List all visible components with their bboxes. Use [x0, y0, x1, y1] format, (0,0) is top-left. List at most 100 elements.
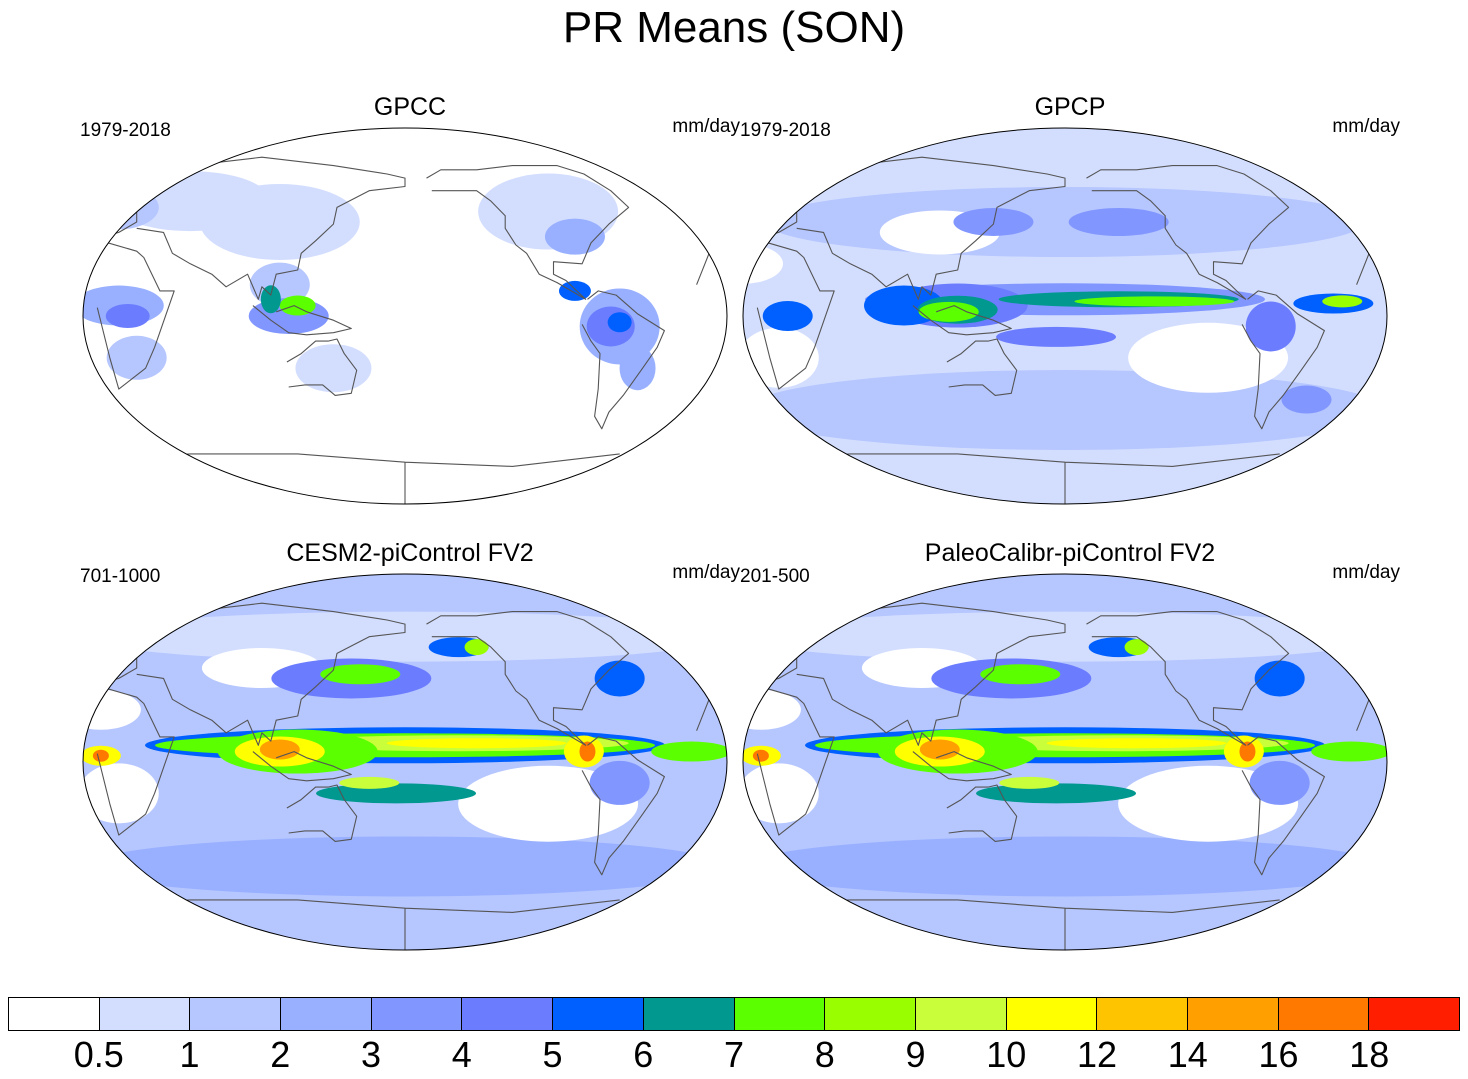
map-border — [742, 573, 1388, 951]
precip-contour — [1322, 295, 1363, 308]
precip-contour — [105, 304, 150, 328]
panel-period: 1979-2018 — [740, 120, 831, 141]
panel-units: mm/day — [1332, 116, 1400, 137]
colorbar-swatch — [825, 998, 916, 1030]
precip-contour — [464, 639, 489, 656]
precip-contour — [619, 346, 656, 391]
australia-coastline — [286, 338, 358, 396]
north-america-coastline — [1086, 611, 1290, 746]
panel-units: mm/day — [672, 116, 740, 137]
precip-contour — [1128, 322, 1289, 393]
asia-coastline — [796, 602, 1066, 746]
precip-contour — [386, 738, 567, 749]
precip-contour — [1124, 639, 1149, 656]
panel-units: mm/day — [1332, 562, 1400, 583]
colorbar-tick-label: 14 — [1167, 1034, 1208, 1075]
colorbar-swatch — [1187, 998, 1279, 1030]
precip-contour — [1254, 660, 1305, 697]
precip-contour — [651, 741, 727, 762]
panel-gpcc: GPCC 1979-2018 mm/day — [80, 93, 740, 516]
panel-title: CESM2-piControl FV2 — [286, 539, 534, 567]
precip-contour — [295, 344, 372, 393]
precip-contour — [743, 763, 819, 824]
precip-contour — [589, 760, 650, 805]
precip-contour — [85, 836, 725, 897]
panel-units: mm/day — [672, 562, 740, 583]
asia-coastline — [136, 602, 406, 746]
panel-title: GPCP — [1034, 93, 1106, 121]
colorbar-tick-label: 8 — [814, 1034, 835, 1075]
precip-field — [743, 574, 1387, 950]
indonesia-coastline — [912, 305, 1012, 336]
colorbar — [8, 997, 1460, 1031]
australia-coastline — [946, 338, 1018, 396]
precip-contour — [1068, 208, 1169, 236]
panel-gpcp: GPCP 1979-2018 mm/day — [740, 93, 1400, 516]
map-border — [742, 127, 1388, 505]
colorbar-swatch — [1006, 998, 1098, 1030]
north-america-coastline — [426, 165, 630, 300]
panel-title: PaleoCalibr-piControl FV2 — [924, 539, 1216, 567]
colorbar-tick-label: 2 — [270, 1034, 291, 1075]
south-america-coastline — [581, 290, 665, 430]
indonesia-coastline — [252, 751, 352, 782]
colorbar-swatch — [915, 998, 1007, 1030]
map-border — [82, 573, 728, 951]
main-title: PR Means (SON) — [562, 3, 906, 52]
precip-field — [743, 128, 1387, 504]
indonesia-coastline — [252, 305, 352, 336]
colorbar-tick-label: 10 — [986, 1034, 1027, 1075]
precip-contour — [85, 611, 725, 662]
south-america-coastline — [1241, 736, 1325, 876]
precip-contour — [919, 739, 960, 760]
precip-contour — [316, 783, 477, 804]
precip-contour — [1249, 760, 1310, 805]
panel-title: GPCC — [373, 93, 447, 121]
colorbar-swatch — [1097, 998, 1188, 1030]
panel-paleocalibr: PaleoCalibr-piControl FV2 201-500 mm/day — [740, 539, 1400, 962]
colorbar-swatch — [281, 998, 372, 1030]
precip-contour — [762, 301, 813, 331]
asia-coastline — [796, 156, 1066, 300]
precip-contour — [320, 664, 401, 685]
panel-period: 701-1000 — [80, 566, 161, 587]
precip-contour — [279, 295, 316, 316]
colorbar-swatch — [734, 998, 826, 1030]
precip-contour — [999, 776, 1060, 789]
precip-contour — [607, 312, 632, 333]
australia-coastline — [946, 784, 1018, 842]
map-paleocalibr — [742, 573, 1388, 951]
precip-contour — [752, 749, 769, 762]
map-cesm2 — [82, 573, 728, 951]
colorbar-labels: 0.5 1 2 3 4 5 6 7 8 9 10 12 14 16 18 — [0, 1034, 1468, 1078]
precip-contour — [594, 660, 645, 697]
colorbar-tick-label: 12 — [1076, 1034, 1118, 1075]
precip-contour — [259, 739, 300, 760]
colorbar-tick-label: 16 — [1258, 1034, 1299, 1075]
asia-coastline — [136, 156, 406, 300]
north-america-coastline — [1086, 165, 1290, 300]
precip-contour — [544, 218, 605, 255]
precip-contour — [1074, 296, 1235, 307]
panel-cesm2: CESM2-piControl FV2 701-1000 mm/day — [80, 539, 740, 962]
precip-contour — [996, 326, 1117, 347]
precip-contour — [765, 187, 1365, 257]
colorbar-tick-label: 1 — [179, 1034, 200, 1075]
precip-contour — [339, 776, 400, 789]
precip-contour — [1281, 385, 1332, 414]
south-america-coastline — [1241, 290, 1325, 430]
precip-contour — [1046, 738, 1227, 749]
precip-contour — [745, 611, 1385, 662]
precip-contour — [745, 836, 1385, 897]
colorbar-tick-label: 0.5 — [73, 1034, 124, 1075]
precip-contour — [558, 280, 591, 301]
precip-contour — [1239, 741, 1256, 762]
precip-field — [83, 574, 727, 950]
precip-contour — [260, 285, 281, 314]
precip-contour — [743, 327, 819, 388]
colorbar-swatch — [643, 998, 735, 1030]
colorbar-tick-label: 3 — [360, 1034, 382, 1075]
precip-contour — [92, 749, 109, 762]
south-america-coastline — [581, 736, 665, 876]
precip-contour — [83, 185, 159, 230]
